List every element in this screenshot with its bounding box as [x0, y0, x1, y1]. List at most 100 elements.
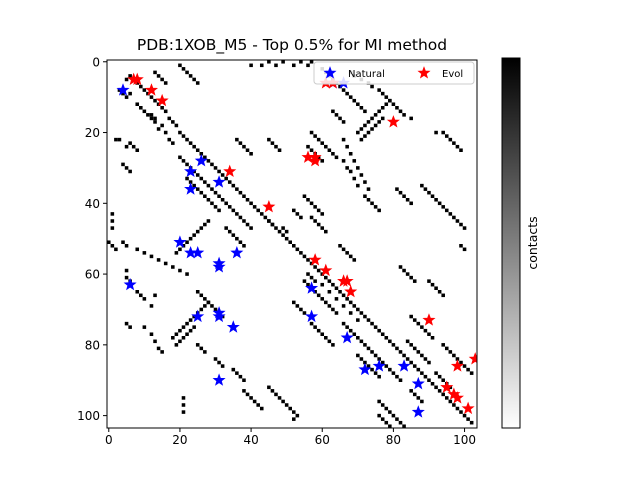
contact-cell: [192, 233, 196, 237]
contact-cell: [398, 350, 403, 354]
contact-cell: [412, 364, 417, 368]
contact-cell: [370, 367, 374, 372]
contact-cell: [199, 226, 204, 230]
contact-cell: [153, 339, 157, 344]
natural-star-marker: [194, 153, 208, 167]
legend-marker-evol: [417, 66, 431, 79]
contact-cell: [341, 137, 346, 142]
contact-cell: [423, 374, 428, 379]
contact-cell: [195, 187, 200, 191]
contact-cell: [284, 403, 289, 407]
plot-area: 0 20 40 60 80 100 0 20 40 60 80 100 Natural Evol: [77, 55, 478, 447]
contact-cell: [434, 286, 438, 290]
contact-cell: [437, 290, 442, 294]
contact-cell: [409, 201, 413, 206]
contact-cell: [356, 130, 360, 135]
contact-cell: [320, 212, 325, 216]
contact-cell: [459, 222, 463, 227]
contact-cell: [270, 222, 275, 227]
evol-star-marker: [461, 401, 475, 415]
contact-cell: [412, 279, 417, 283]
contact-cell: [420, 353, 424, 358]
contact-cell: [292, 417, 296, 421]
contact-cell: [391, 413, 396, 418]
contact-cell: [242, 144, 246, 149]
contact-cell: [452, 141, 456, 145]
contact-cell: [284, 236, 289, 241]
contact-cell: [427, 190, 431, 195]
contact-cell: [427, 378, 431, 382]
contact-cell: [338, 116, 342, 121]
contact-cell: [327, 148, 332, 152]
contact-cell: [227, 180, 232, 184]
contact-cell: [444, 346, 449, 351]
contact-cell: [348, 328, 353, 333]
contact-cell: [412, 392, 417, 397]
contact-cell: [324, 275, 328, 280]
contact-cell: [377, 374, 381, 379]
contact-cell: [171, 141, 175, 145]
contact-cell: [313, 134, 317, 138]
contact-cell: [448, 399, 453, 404]
contact-cell: [348, 254, 353, 259]
contact-cell: [359, 137, 364, 142]
contact-cell: [327, 304, 332, 308]
contact-cell: [324, 300, 328, 305]
x-tick-label: 20: [172, 433, 187, 447]
contact-cell: [238, 240, 243, 244]
contact-cell: [444, 396, 449, 400]
contact-cell: [277, 229, 282, 234]
contact-cell: [199, 307, 204, 312]
contact-cell: [131, 144, 136, 149]
contact-cell: [299, 60, 303, 64]
contact-cell: [377, 328, 381, 333]
contact-cell: [380, 403, 385, 407]
contact-cell: [309, 130, 314, 135]
contact-cell: [427, 279, 431, 283]
contact-cell: [227, 229, 232, 234]
contact-cell: [167, 116, 172, 121]
natural-star-marker: [173, 235, 187, 248]
contact-cell: [171, 336, 175, 340]
contact-cell: [267, 385, 271, 390]
contact-cell: [235, 371, 239, 375]
contact-cell: [295, 247, 300, 252]
contact-cell: [263, 215, 268, 220]
contact-cell: [107, 240, 111, 244]
evol-star-marker: [308, 153, 322, 167]
contact-cell: [299, 251, 303, 255]
contact-cell: [135, 247, 140, 252]
contact-cell: [459, 148, 463, 152]
contact-cell: [299, 215, 303, 220]
contact-cell: [363, 360, 367, 365]
contact-cell: [192, 325, 196, 329]
contact-cell: [217, 208, 221, 213]
contact-cell: [316, 268, 321, 273]
y-tick-label: 60: [85, 268, 100, 282]
contact-cell: [441, 205, 445, 209]
contact-cell: [455, 219, 460, 223]
contact-cell: [309, 261, 314, 266]
contact-cell: [320, 282, 325, 287]
contact-cell: [149, 332, 154, 336]
contact-cell: [117, 137, 122, 142]
colorbar-label: contacts: [525, 216, 540, 269]
y-axis: 0 20 40 60 80 100: [77, 55, 107, 423]
contact-cell: [274, 226, 278, 230]
contact-cell: [220, 173, 225, 177]
contact-cell: [398, 420, 403, 425]
contact-cell: [245, 148, 250, 152]
contact-cell: [423, 357, 428, 361]
contact-cell: [388, 367, 392, 372]
contact-cell: [110, 212, 115, 216]
contact-cell: [341, 304, 346, 308]
contact-cell: [188, 328, 193, 333]
contact-cell: [441, 378, 445, 382]
contact-cell: [142, 109, 147, 114]
contact-cell: [441, 343, 445, 347]
contact-cell: [462, 226, 467, 230]
contact-cell: [156, 102, 161, 106]
contact-cell: [259, 212, 264, 216]
contact-cell: [384, 102, 389, 106]
contact-cell: [462, 413, 467, 418]
